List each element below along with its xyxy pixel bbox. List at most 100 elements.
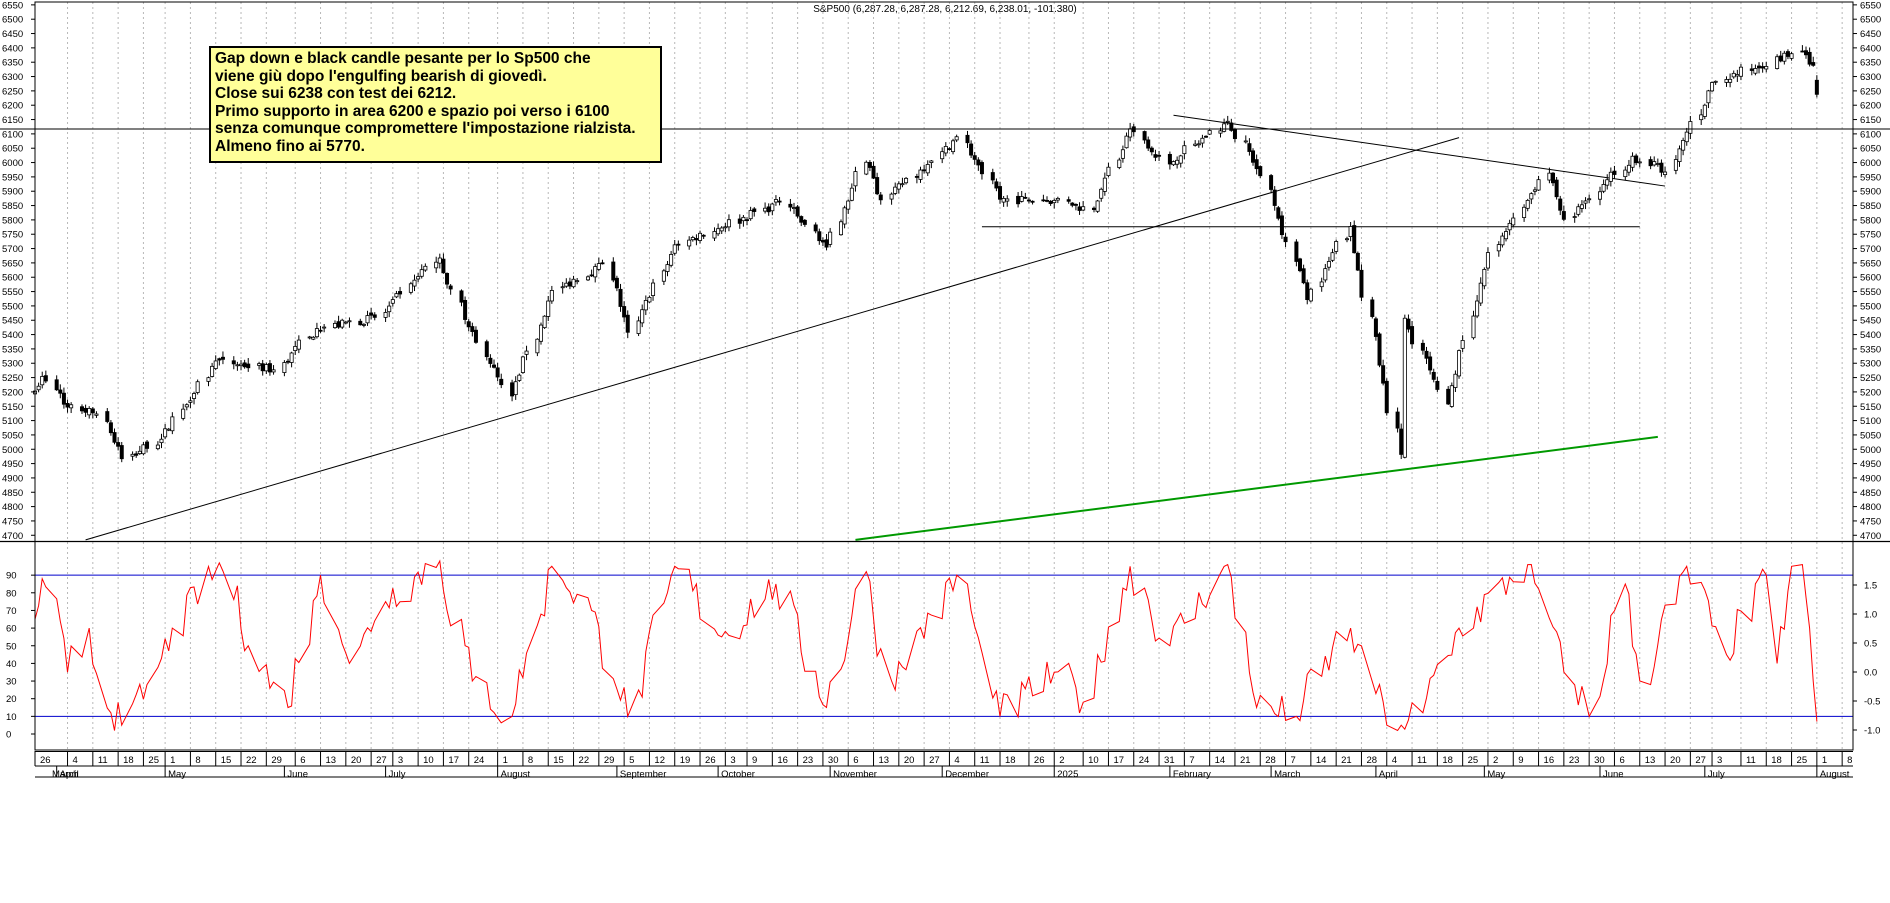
y-tick-label-right: 5450 [1860,316,1881,327]
candle-body [745,219,750,222]
candle-body [1453,373,1458,388]
date-tick-label: 3 [398,755,403,766]
candle-body [1471,315,1476,339]
date-tick-label: 15 [221,755,232,766]
date-tick-label: 8 [1847,755,1852,766]
candle-body [878,194,883,201]
date-tick-label: 29 [604,755,615,766]
annotation-line-6: Almeno fino ai 5770. [215,137,365,155]
y-tick-label-left: 5650 [2,258,23,269]
candle-body [213,360,218,369]
candle-body [307,336,312,339]
month-label: December [945,769,989,780]
y-tick-label-left: 5700 [2,244,23,255]
candle-body [1258,166,1263,177]
candle-body [358,320,363,326]
month-label: April [1379,769,1398,780]
y-tick-label-right: 4750 [1860,516,1881,527]
candle-body [1626,164,1631,173]
candle-body [517,374,522,381]
candle-body [1424,350,1429,359]
y-tick-label-left: 4700 [2,531,23,542]
candle-body [217,358,222,361]
y-tick-label-right: 6150 [1860,115,1881,126]
candle-body [871,165,876,179]
candle-body [918,169,923,180]
candle-body [1525,200,1530,209]
candle-body [719,227,724,232]
osc-tick-label: 10 [6,712,17,723]
date-tick-label: 6 [300,755,305,766]
y-tick-label-left: 4750 [2,516,23,527]
candle-body [846,200,851,210]
candle-body [951,140,956,153]
candle-body [499,378,504,386]
candle-body [1319,281,1324,288]
osc-right-tick-label: 0.5 [1864,639,1877,650]
y-tick-label-left: 5000 [2,445,23,456]
date-axis: 26 4 11 18 25 1 8 15 22 29 6 13 20 27 3 10 17 24 1 8 15 22 29 5… [34,751,1853,780]
candle-body [875,177,880,195]
candle-body [166,428,171,431]
date-tick-label: 11 [1746,755,1756,766]
candle-body [257,363,262,366]
candle-body [267,363,272,373]
candle-body [1648,159,1653,167]
y-tick-label-left: 4950 [2,459,23,470]
candle-body [669,254,674,266]
candle-body [520,356,525,373]
candle-body [242,362,247,368]
date-tick-label: 10 [423,755,434,766]
candle-body [1446,388,1451,405]
candle-body [1229,122,1234,131]
month-label: May [168,769,186,780]
candle-body [43,375,48,382]
y-tick-label-left: 4900 [2,473,23,484]
candle-body [1005,198,1010,202]
candlesticks [33,45,1819,463]
candle-body [314,328,319,338]
date-tick-label: 16 [1544,755,1555,766]
candle-body [1500,235,1505,246]
candle-body [441,258,446,274]
candle-body [87,408,92,416]
candle-body [842,207,847,225]
candle-body [1431,371,1436,380]
date-tick-label: 8 [195,755,200,766]
candle-body [296,339,301,350]
date-tick-label: 1 [1822,755,1827,766]
candle-body [1157,154,1162,157]
candle-body [1330,252,1335,261]
candle-body [1334,241,1339,252]
date-tick-label: 22 [579,755,590,766]
y-tick-label-left: 5500 [2,301,23,312]
candle-body [969,143,974,156]
candle-body [1576,206,1581,215]
candle-body [1814,79,1819,95]
candle-body [1073,203,1078,206]
candle-body [510,382,515,397]
osc-tick-label: 60 [6,624,17,635]
y-tick-label-left: 5550 [2,287,23,298]
candle-body [625,314,630,333]
candle-body [1182,145,1187,155]
month-label: August [1820,769,1850,780]
candle-body [1117,159,1122,168]
y-tick-label-right: 5600 [1860,273,1881,284]
candle-body [206,377,211,382]
candle-body [1355,252,1360,271]
candle-body [672,244,677,254]
candle-body [155,444,160,450]
candle-body [1724,79,1729,83]
candle-body [119,445,124,460]
y-tick-label-left: 5950 [2,172,23,183]
y-tick-label-left: 5900 [2,187,23,198]
candle-body [802,219,807,225]
candle-body [824,239,829,248]
candle-body [1775,56,1780,69]
date-tick-label: 11 [98,755,108,766]
date-tick-label: 4 [954,755,959,766]
candle-body [1623,169,1628,178]
candle-body [145,441,150,449]
candle-body [1232,129,1237,140]
